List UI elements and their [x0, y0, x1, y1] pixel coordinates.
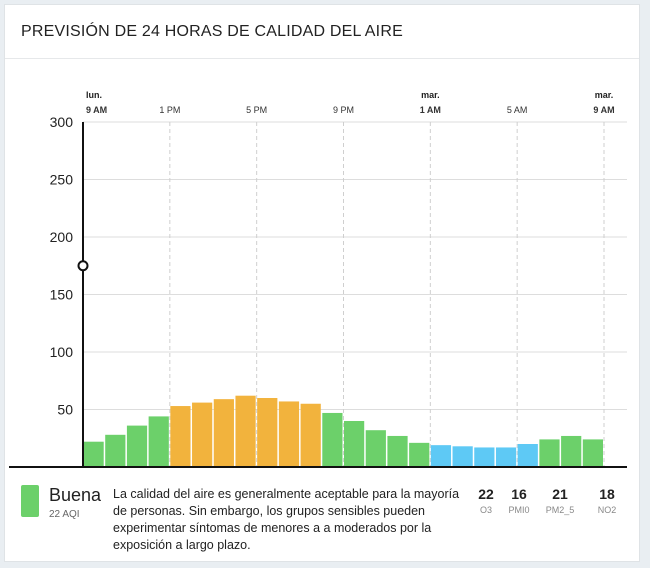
card-header: PREVISIÓN DE 24 HORAS DE CALIDAD DEL AIR… — [5, 5, 639, 59]
forecast-bar — [387, 435, 408, 467]
aqi-value: 22 AQI — [49, 509, 80, 520]
pollutant-value: 22 — [478, 486, 494, 502]
aqi-level-label: Buena — [49, 485, 102, 505]
aqi-description: La calidad del aire es generalmente acep… — [113, 487, 460, 552]
y-tick-label: 100 — [50, 344, 74, 360]
x-tick-day: mar. — [421, 90, 440, 100]
pollutant-label: NO2 — [597, 505, 617, 515]
pollutant-no2: 18 NO2 — [584, 486, 630, 515]
x-tick-time: 9 AM — [593, 105, 614, 115]
x-tick-day: mar. — [595, 90, 614, 100]
x-tick-time: 9 PM — [333, 105, 354, 115]
pollutant-label: PMI0 — [508, 505, 530, 515]
forecast-bar — [409, 442, 430, 467]
forecast-bar — [192, 402, 213, 467]
x-tick-time: 1 PM — [159, 105, 180, 115]
forecast-bar — [126, 425, 148, 467]
air-quality-card: PREVISIÓN DE 24 HORAS DE CALIDAD DEL AIR… — [4, 4, 640, 562]
forecast-bar — [495, 447, 517, 467]
y-tick-label: 200 — [50, 229, 74, 245]
forecast-bar — [430, 445, 452, 467]
forecast-bar — [257, 398, 278, 467]
forecast-bar — [213, 399, 234, 467]
y-tick-label: 250 — [50, 172, 74, 188]
forecast-bar — [344, 421, 365, 467]
forecast-bar — [278, 401, 300, 467]
forecast-bar — [582, 439, 603, 467]
x-tick-time: 5 AM — [507, 105, 528, 115]
forecast-bar — [105, 434, 126, 467]
forecast-bar — [83, 441, 104, 467]
forecast-bar — [148, 416, 169, 467]
forecast-bar — [539, 439, 560, 467]
pollutant-value: 18 — [599, 486, 615, 502]
forecast-bar — [300, 403, 321, 467]
forecast-bar — [170, 406, 191, 467]
x-tick-time: 5 PM — [246, 105, 267, 115]
forecast-bar — [474, 447, 495, 467]
y-tick-label: 300 — [50, 114, 74, 130]
forecast-bar — [452, 446, 473, 467]
x-tick-time: 1 AM — [420, 105, 441, 115]
pollutant-value: 16 — [511, 486, 527, 502]
pollutant-label: O3 — [479, 505, 492, 515]
aqi-level-swatch — [21, 485, 39, 517]
y-tick-label: 50 — [57, 402, 73, 418]
current-time-marker — [77, 260, 89, 272]
y-tick-label: 150 — [50, 287, 74, 303]
pollutant-o3: 22 O3 — [463, 486, 509, 515]
pollutant-value: 21 — [552, 486, 568, 502]
forecast-bar — [365, 430, 386, 467]
forecast-chart: 50 100 150 200 250 300 lun. 9 AM 1 PM 5 PM 9 PM mar… — [9, 90, 627, 468]
pollutant-label: PM2_5 — [545, 505, 575, 515]
pollutant-pm25: 21 PM2_5 — [537, 486, 583, 515]
pollutant-pm10: 16 PMI0 — [496, 486, 542, 515]
card-title: PREVISIÓN DE 24 HORAS DE CALIDAD DEL AIR… — [21, 23, 403, 40]
x-tick-day: lun. — [86, 90, 102, 100]
x-tick-time: 9 AM — [86, 105, 107, 115]
current-summary: Buena 22 AQI La calidad del aire es gene… — [5, 479, 639, 563]
forecast-bar — [517, 444, 538, 467]
forecast-bar — [561, 435, 582, 467]
forecast-bar — [235, 395, 256, 467]
forecast-bar — [322, 412, 343, 467]
